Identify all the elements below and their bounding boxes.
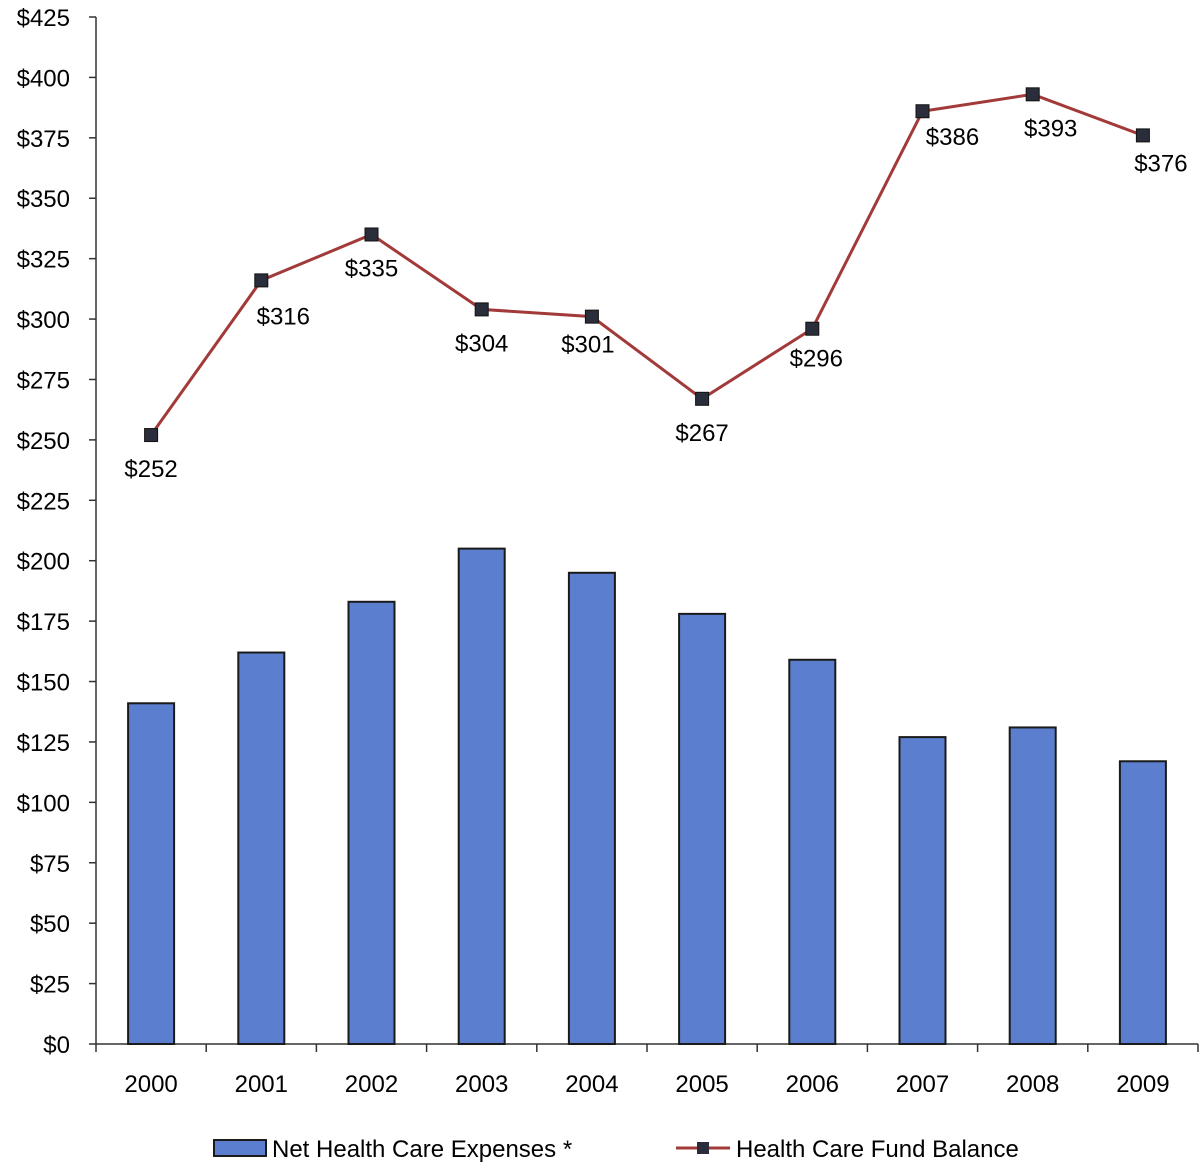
y-tick-label: $125 [17, 730, 70, 757]
data-label: $301 [561, 332, 614, 359]
x-tick-label: 2006 [786, 1071, 839, 1098]
data-label: $393 [1024, 115, 1077, 142]
data-label: $267 [675, 420, 728, 447]
line-marker [254, 273, 269, 288]
legend-marker-swatch [697, 1142, 709, 1154]
x-tick-label: 2001 [235, 1071, 288, 1098]
data-label: $304 [455, 330, 508, 357]
y-tick-label: $425 [17, 5, 70, 32]
y-tick-label: $200 [17, 549, 70, 576]
line-marker [364, 227, 379, 242]
x-tick-label: 2007 [896, 1071, 949, 1098]
bar [788, 658, 837, 1045]
y-tick-label: $100 [17, 790, 70, 817]
data-label: $335 [345, 255, 398, 282]
x-tick-label: 2009 [1116, 1071, 1169, 1098]
bar-series [127, 547, 1167, 1046]
y-tick-label: $150 [17, 670, 70, 697]
line-marker [915, 104, 930, 119]
bar [898, 736, 947, 1045]
y-tick-label: $25 [30, 972, 70, 999]
legend-label-balance: Health Care Fund Balance [736, 1136, 1019, 1163]
legend-bar-swatch [213, 1139, 267, 1157]
line-marker [805, 321, 820, 336]
bar [1008, 726, 1057, 1046]
x-tick-label: 2004 [565, 1071, 618, 1098]
data-label: $252 [124, 456, 177, 483]
bar [1118, 760, 1167, 1045]
y-tick-label: $225 [17, 488, 70, 515]
y-tick-label: $300 [17, 307, 70, 334]
x-tick-label: 2000 [124, 1071, 177, 1098]
y-tick-label: $400 [17, 65, 70, 92]
x-tick-label: 2005 [675, 1071, 728, 1098]
x-tick-label: 2002 [345, 1071, 398, 1098]
x-tick-label: 2003 [455, 1071, 508, 1098]
y-tick-label: $0 [43, 1032, 70, 1059]
y-tick-label: $350 [17, 186, 70, 213]
y-tick-label: $50 [30, 911, 70, 938]
axes: $0 $25 $50 $75 $100 $125 $150 $175 $200 $225 $250 $… [17, 5, 1199, 1098]
x-tick-label: 2008 [1006, 1071, 1059, 1098]
legend: Net Health Care Expenses * Health Care Fu… [213, 1136, 1019, 1163]
line-marker [1135, 128, 1150, 143]
bar [457, 547, 506, 1045]
line-marker [144, 428, 159, 443]
bar [567, 571, 616, 1045]
line-marker [474, 302, 489, 317]
bar [678, 612, 727, 1045]
line-marker [1025, 87, 1040, 102]
y-tick-label: $175 [17, 609, 70, 636]
data-label: $386 [926, 124, 979, 151]
y-tick-label: $275 [17, 367, 70, 394]
bar [127, 702, 176, 1045]
data-label: $296 [790, 346, 843, 373]
line-path [149, 92, 1144, 436]
line-marker [695, 391, 710, 406]
data-label: $376 [1134, 150, 1187, 177]
legend-label-expenses: Net Health Care Expenses * [272, 1136, 572, 1163]
y-tick-label: $75 [30, 851, 70, 878]
line-marker [584, 309, 599, 324]
y-tick-label: $325 [17, 247, 70, 274]
bar [237, 651, 286, 1045]
y-tick-label: $250 [17, 428, 70, 455]
bar [347, 600, 396, 1045]
line-series: $252 $316 $335 $304 $301 $267 $296 $386 $393 $376 [124, 87, 1188, 483]
data-label: $316 [257, 303, 310, 330]
y-tick-label: $375 [17, 126, 70, 153]
